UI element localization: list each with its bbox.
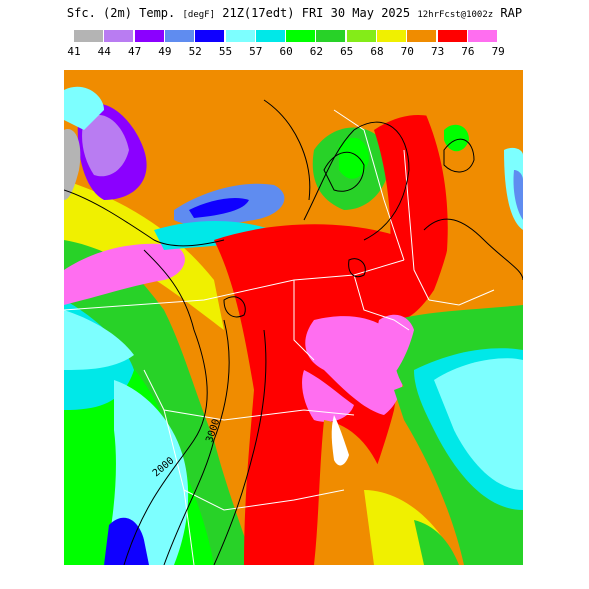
legend-tick-label: 44 bbox=[97, 45, 111, 58]
legend-swatch bbox=[346, 30, 376, 42]
legend-swatch bbox=[104, 30, 134, 42]
temperature-map: 2000 3000 bbox=[64, 70, 523, 565]
legend-tick-label: 70 bbox=[400, 45, 414, 58]
legend-tick-label: 52 bbox=[188, 45, 202, 58]
title-units: [degF] bbox=[182, 10, 216, 20]
state-border-line bbox=[333, 109, 405, 261]
temp-band-41 bbox=[64, 129, 81, 200]
temp-band-44 bbox=[82, 114, 129, 177]
height-contour-line bbox=[348, 258, 366, 278]
height-contour-line bbox=[123, 249, 208, 565]
title-forecast-info: 12hrFcst@1002z bbox=[417, 10, 494, 20]
legend-tick-label: 65 bbox=[340, 45, 354, 58]
temp-band-76-coast bbox=[377, 314, 414, 380]
bay-water bbox=[331, 415, 349, 466]
legend-tick-label: 55 bbox=[218, 45, 233, 58]
state-border-line bbox=[143, 369, 355, 421]
legend-tick-label: 60 bbox=[279, 45, 293, 58]
height-contour-line bbox=[323, 151, 365, 192]
legend-swatch bbox=[377, 30, 406, 42]
height-contour-line bbox=[223, 296, 246, 318]
legend-swatch bbox=[134, 30, 164, 42]
legend-tick-label: 76 bbox=[461, 45, 475, 58]
legend-swatch bbox=[255, 30, 285, 42]
temp-band-60-north bbox=[339, 137, 369, 179]
legend-tick-label: 62 bbox=[309, 45, 324, 58]
height-contour-line bbox=[263, 99, 311, 201]
height-contour-line bbox=[303, 121, 410, 241]
state-border-line bbox=[293, 280, 315, 361]
legend-tick-label: 47 bbox=[127, 45, 142, 58]
title-valid-time: 21Z(17edt) FRI 30 May 2025 bbox=[222, 6, 411, 20]
temp-band-49-ne bbox=[513, 170, 523, 220]
height-contour-line bbox=[213, 329, 267, 565]
temp-band-70-east bbox=[374, 115, 461, 321]
legend-swatch bbox=[286, 30, 316, 42]
state-border-line bbox=[428, 289, 495, 306]
legend-swatch bbox=[316, 30, 346, 42]
temp-band-60-east bbox=[444, 124, 469, 152]
temp-band-70-south bbox=[314, 420, 385, 565]
height-contour-line bbox=[443, 138, 475, 173]
temp-band-62-south bbox=[414, 520, 459, 565]
temp-band-76-west bbox=[64, 243, 185, 305]
legend-swatch bbox=[225, 30, 255, 42]
temp-band-57-lake bbox=[154, 220, 284, 250]
temp-band-52-lake bbox=[189, 198, 249, 218]
legend-swatch bbox=[437, 30, 467, 42]
legend-swatch bbox=[195, 30, 225, 42]
legend-tick-label: 41 bbox=[67, 45, 81, 58]
height-contour-line bbox=[64, 189, 225, 247]
legend-tick-label: 68 bbox=[370, 45, 384, 58]
legend-swatch bbox=[74, 30, 103, 42]
legend-swatch bbox=[164, 30, 194, 42]
temp-band-68-east bbox=[424, 106, 523, 330]
temp-band-55-ocean bbox=[434, 358, 523, 490]
title-field: Sfc. (2m) Temp. bbox=[66, 6, 176, 20]
temp-band-76-south bbox=[302, 370, 354, 422]
state-border-line bbox=[183, 489, 195, 565]
legend-tick-label: 73 bbox=[430, 45, 445, 58]
state-borders bbox=[64, 109, 495, 565]
temp-band-55-west bbox=[64, 310, 134, 370]
state-border-line bbox=[403, 149, 430, 301]
height-contour-line bbox=[163, 319, 230, 565]
legend-swatch bbox=[407, 30, 437, 42]
legend-tick-label: 57 bbox=[249, 45, 263, 58]
height-contours bbox=[64, 99, 523, 565]
map-title: Sfc. (2m) Temp. [degF] 21Z(17edt) FRI 30… bbox=[0, 6, 589, 20]
legend-tick-label: 49 bbox=[158, 45, 172, 58]
height-contour-line bbox=[423, 218, 523, 281]
title-model: RAP bbox=[500, 6, 523, 20]
legend-tick-label: 79 bbox=[491, 45, 505, 58]
temp-band-55-north bbox=[64, 86, 104, 130]
legend-swatch bbox=[467, 30, 497, 42]
state-border-line bbox=[353, 274, 410, 331]
